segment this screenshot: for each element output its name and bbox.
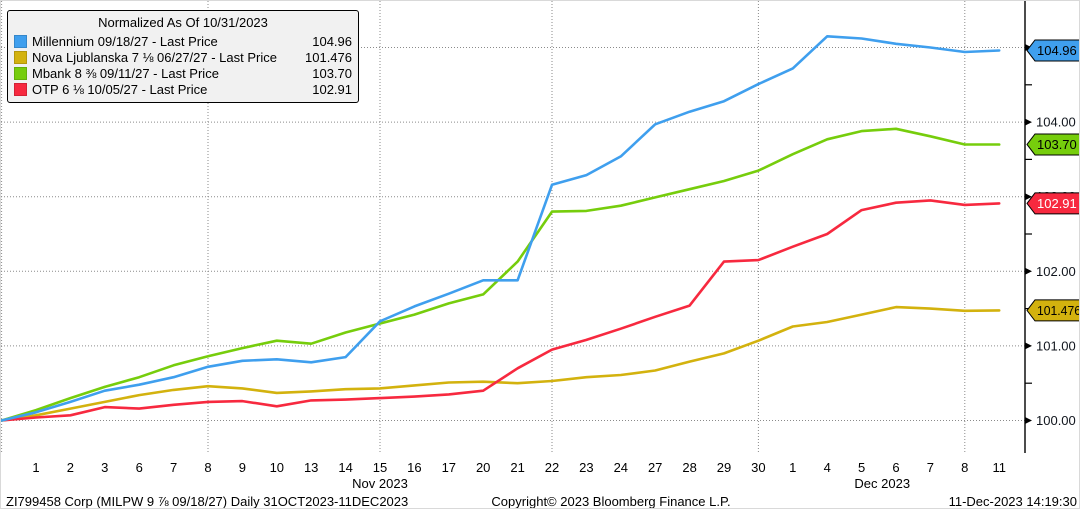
timestamp: 11-Dec-2023 14:19:30 [948, 494, 1077, 509]
x-tick-label: 27 [648, 460, 662, 475]
legend-last-price: 103.70 [312, 65, 352, 81]
x-tick-label: 6 [892, 460, 899, 475]
y-major-tick-icon [1025, 193, 1032, 201]
series-line-mbank [1, 127, 1001, 422]
y-major-tick-icon [1025, 417, 1032, 424]
last-price-badge-text: 104.96 [1037, 43, 1077, 58]
x-tick-label: 2 [67, 460, 74, 475]
x-tick-label: 24 [614, 460, 628, 475]
legend-last-price: 102.91 [312, 81, 352, 97]
legend-title: Normalized As Of 10/31/2023 [98, 15, 268, 30]
y-tick-label: 101.00 [1036, 338, 1076, 353]
legend-label: OTP 6 ⅛ 10/05/27 - Last Price [32, 81, 208, 97]
last-price-badge-text: 101.476 [1037, 303, 1080, 318]
legend-last-price: 104.96 [312, 33, 352, 49]
last-price-badge-text: 102.91 [1037, 196, 1077, 211]
legend-label: Nova Ljublanska 7 ⅛ 06/27/27 - Last Pric… [32, 49, 277, 65]
x-tick-label: 16 [407, 460, 421, 475]
price-chart-plot: 100.00101.00102.00103.00104.00105.001236… [1, 1, 1080, 491]
x-tick-label: 17 [442, 460, 456, 475]
last-price-badge-mbank [1026, 133, 1079, 156]
x-tick-label: 13 [304, 460, 318, 475]
x-tick-label: 3 [101, 460, 108, 475]
series-line-otp [1, 199, 1001, 422]
x-tick-label: 9 [239, 460, 246, 475]
x-tick-label: 11 [992, 460, 1006, 475]
x-tick-label: 5 [858, 460, 865, 475]
legend-label: Mbank 8 ⅜ 09/11/27 - Last Price [32, 65, 219, 81]
x-tick-label: 21 [510, 460, 524, 475]
status-bar: ZI799458 Corp (MILPW 9 ⅞ 09/18/27) Daily… [1, 494, 1079, 509]
y-major-tick-icon [1025, 118, 1032, 126]
legend-item-3[interactable]: OTP 6 ⅛ 10/05/27 - Last Price 102.91 [14, 81, 352, 97]
legend-swatch-icon [14, 50, 27, 64]
x-tick-label: 8 [204, 460, 211, 475]
x-tick-label: 4 [824, 460, 831, 475]
x-tick-label: 28 [682, 460, 696, 475]
last-price-badge-otp [1026, 192, 1079, 215]
x-tick-label: 6 [136, 460, 143, 475]
legend-item-2[interactable]: Mbank 8 ⅜ 09/11/27 - Last Price 103.70 [14, 65, 352, 81]
y-tick-label: 102.00 [1036, 264, 1076, 279]
legend-rows: Millennium 09/18/27 - Last Price 104.96 No… [14, 33, 352, 97]
x-tick-label: 15 [373, 460, 387, 475]
x-tick-label: 8 [961, 460, 968, 475]
legend-swatch-icon [14, 34, 27, 48]
x-tick-label: 10 [270, 460, 284, 475]
last-price-badge-nova [1026, 299, 1079, 322]
y-major-tick-icon [1025, 342, 1032, 350]
legend-swatch-icon [14, 66, 27, 80]
x-month-label: Dec 2023 [854, 476, 910, 491]
copyright-text: Copyright© 2023 Bloomberg Finance L.P. [491, 494, 731, 509]
security-descriptor: ZI799458 Corp (MILPW 9 ⅞ 09/18/27) Daily… [6, 494, 409, 509]
series-line-millennium [1, 34, 1001, 422]
y-major-tick-icon [1025, 44, 1032, 51]
x-tick-label: 23 [579, 460, 593, 475]
x-tick-label: 29 [717, 460, 731, 475]
x-tick-label: 22 [545, 460, 559, 475]
y-major-tick-icon [1025, 267, 1032, 275]
legend-item-1[interactable]: Nova Ljublanska 7 ⅛ 06/27/27 - Last Pric… [14, 49, 352, 65]
x-tick-label: 14 [338, 460, 352, 475]
x-month-label: Nov 2023 [352, 476, 408, 491]
series-line-nova [1, 305, 1001, 422]
y-tick-label: 100.00 [1036, 413, 1076, 428]
chart-legend: Normalized As Of 10/31/2023 Millennium 0… [7, 10, 359, 103]
x-tick-label: 1 [32, 460, 39, 475]
x-tick-label: 1 [789, 460, 796, 475]
x-tick-label: 30 [751, 460, 765, 475]
x-tick-label: 7 [927, 460, 934, 475]
legend-swatch-icon [14, 82, 27, 96]
y-tick-label: 104.00 [1036, 115, 1076, 130]
legend-item-0[interactable]: Millennium 09/18/27 - Last Price 104.96 [14, 33, 352, 49]
x-tick-label: 7 [170, 460, 177, 475]
legend-last-price: 101.476 [305, 49, 352, 65]
legend-label: Millennium 09/18/27 - Last Price [32, 33, 218, 49]
x-tick-label: 20 [476, 460, 490, 475]
last-price-badge-millennium [1026, 39, 1079, 62]
last-price-badge-text: 103.70 [1037, 137, 1077, 152]
